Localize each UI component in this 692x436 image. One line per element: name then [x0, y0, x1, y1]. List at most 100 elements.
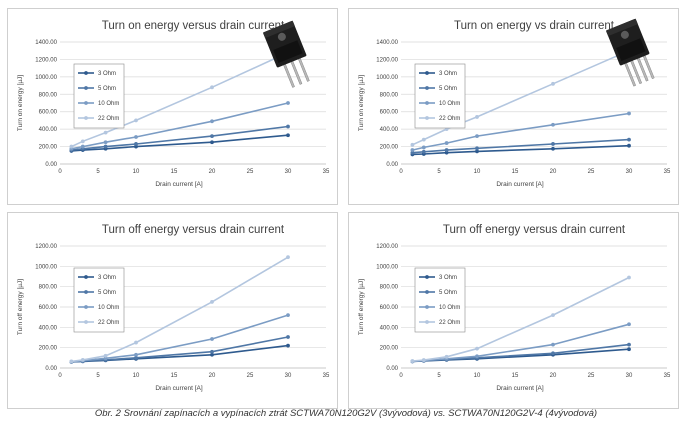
x-tick-label: 35	[323, 169, 330, 175]
data-point	[444, 150, 449, 155]
x-tick-label: 0	[399, 373, 403, 379]
y-tick-label: 800.00	[39, 285, 58, 291]
chart-svg: Turn on energy vs drain current 0.00 200.0…	[358, 18, 671, 188]
data-point	[627, 111, 631, 116]
legend-label: 10 Ohm	[98, 101, 119, 107]
legend: 3 Ohm 5 Ohm 10 Ohm 22 Ohm	[73, 63, 125, 129]
x-axis-label: Drain current [A]	[155, 181, 203, 188]
legend: 3 Ohm 5 Ohm 10 Ohm 22 Ohm	[73, 267, 125, 333]
x-tick-label: 35	[323, 373, 330, 379]
legend-label: 10 Ohm	[439, 101, 460, 107]
transistor-face	[616, 38, 646, 61]
legend-label: 3 Ohm	[98, 71, 116, 77]
transistor-tab	[262, 20, 295, 39]
y-tick-label: 600.00	[39, 305, 58, 311]
y-tick-label: 200.00	[380, 346, 399, 352]
x-tick-label: 30	[626, 373, 633, 379]
y-axis-label: Turn on energy [µJ]	[358, 75, 365, 131]
legend-label: 22 Ohm	[98, 116, 119, 122]
x-tick-label: 25	[247, 169, 254, 175]
legend-marker	[425, 320, 429, 324]
transistor-face	[273, 40, 303, 63]
data-point	[627, 322, 631, 327]
x-tick-label: 5	[96, 373, 100, 379]
x-tick-label: 30	[626, 169, 633, 175]
y-axis-label: Turn off energy [µJ]	[17, 279, 24, 335]
data-point	[134, 355, 138, 360]
x-tick-label: 30	[285, 169, 292, 175]
legend-label: 22 Ohm	[439, 116, 460, 122]
legend-label: 3 Ohm	[439, 71, 457, 77]
legend-label: 5 Ohm	[439, 290, 457, 296]
legend-marker	[425, 71, 429, 75]
data-point	[551, 342, 555, 347]
transistor-hole	[277, 32, 286, 41]
data-point	[210, 134, 214, 139]
y-tick-label: 1400.00	[35, 40, 57, 46]
legend-marker	[84, 101, 88, 105]
y-tick-label: 800.00	[380, 285, 399, 291]
figure-caption: Obr. 2 Srovnání zapínacích a vypínacích …	[94, 408, 598, 419]
data-point	[210, 352, 214, 357]
y-tick-label: 400.00	[380, 325, 399, 331]
legend-label: 3 Ohm	[98, 275, 116, 281]
y-tick-label: 400.00	[39, 127, 58, 133]
y-tick-label: 400.00	[380, 127, 399, 133]
x-tick-label: 0	[58, 373, 62, 379]
data-point	[134, 142, 138, 146]
y-axis-label: Turn off energy [µJ]	[358, 279, 365, 335]
y-tick-label: 1000.00	[376, 75, 398, 81]
data-point	[551, 313, 555, 318]
y-tick-label: 1400.00	[376, 40, 398, 46]
data-point	[210, 349, 214, 354]
data-point	[210, 300, 214, 304]
data-point	[475, 115, 479, 119]
data-point	[421, 149, 426, 154]
turn-off-chart-3pin: Turn off energy versus drain current 0.00…	[7, 212, 338, 409]
data-point	[286, 335, 290, 339]
legend-label: 22 Ohm	[439, 320, 460, 326]
x-tick-label: 20	[550, 169, 557, 175]
legend: 3 Ohm 5 Ohm 10 Ohm 22 Ohm	[414, 267, 466, 333]
x-tick-label: 35	[664, 169, 671, 175]
y-tick-label: 400.00	[39, 325, 58, 331]
x-axis-label: Drain current [A]	[155, 385, 203, 392]
data-point	[210, 337, 214, 341]
y-tick-label: 1000.00	[35, 264, 57, 270]
y-tick-label: 1200.00	[35, 57, 57, 63]
data-point	[69, 144, 74, 149]
data-point	[103, 144, 108, 149]
y-tick-label: 600.00	[380, 305, 399, 311]
x-tick-label: 10	[474, 373, 481, 379]
legend-marker	[84, 71, 88, 75]
x-tick-label: 30	[285, 373, 292, 379]
chart-title: Turn on energy versus drain current	[102, 20, 285, 32]
data-point	[627, 347, 631, 352]
y-tick-label: 600.00	[380, 110, 399, 116]
turn-on-chart-3pin: Turn on energy versus drain current 0.00 2…	[7, 8, 338, 205]
chart-svg: Turn off energy versus drain current 0.00…	[358, 224, 671, 392]
legend: 3 Ohm 5 Ohm 10 Ohm 22 Ohm	[414, 63, 466, 129]
y-tick-label: 0.00	[45, 162, 57, 168]
x-tick-label: 20	[209, 373, 216, 379]
series-line	[412, 138, 630, 154]
data-point	[69, 359, 74, 364]
legend-marker	[84, 116, 88, 120]
data-point	[475, 146, 479, 151]
y-tick-label: 1000.00	[35, 75, 57, 81]
y-tick-label: 1000.00	[376, 264, 398, 270]
y-axis-label: Turn on energy [µJ]	[17, 75, 24, 131]
legend-label: 22 Ohm	[98, 320, 119, 326]
data-point	[210, 119, 214, 124]
legend-marker	[84, 86, 88, 90]
transistor-4pin-icon	[605, 18, 655, 87]
y-tick-label: 800.00	[39, 92, 58, 98]
data-point	[627, 143, 631, 148]
y-tick-label: 1200.00	[376, 57, 398, 63]
data-point	[551, 122, 555, 127]
data-point	[421, 358, 426, 362]
x-tick-label: 15	[512, 373, 519, 379]
data-point	[210, 140, 214, 145]
data-point	[103, 140, 108, 145]
series-line	[71, 256, 289, 363]
